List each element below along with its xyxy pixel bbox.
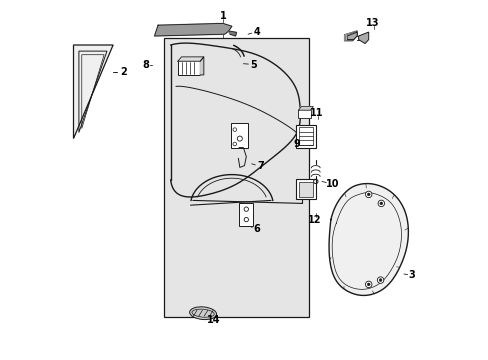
Text: 6: 6 (253, 224, 260, 234)
Text: 14: 14 (207, 315, 220, 325)
Text: 12: 12 (307, 215, 321, 225)
FancyBboxPatch shape (163, 38, 309, 317)
FancyBboxPatch shape (295, 125, 316, 148)
Polygon shape (298, 107, 313, 110)
Polygon shape (200, 57, 203, 75)
Text: 5: 5 (250, 60, 256, 70)
FancyBboxPatch shape (298, 110, 310, 118)
Circle shape (365, 281, 371, 288)
Text: 1: 1 (219, 11, 226, 21)
Circle shape (365, 191, 371, 198)
FancyBboxPatch shape (298, 182, 313, 197)
FancyBboxPatch shape (239, 203, 253, 226)
Text: 8: 8 (142, 60, 149, 70)
Text: 4: 4 (253, 27, 260, 37)
Text: 2: 2 (120, 67, 127, 77)
Text: 7: 7 (257, 161, 264, 171)
Polygon shape (358, 32, 368, 44)
Text: 3: 3 (407, 270, 414, 280)
Circle shape (377, 200, 384, 207)
Ellipse shape (189, 307, 216, 320)
Polygon shape (346, 32, 356, 40)
Circle shape (366, 283, 369, 286)
Polygon shape (228, 31, 236, 36)
Circle shape (366, 193, 369, 196)
Circle shape (379, 202, 382, 205)
Text: 11: 11 (309, 108, 323, 118)
Text: 13: 13 (365, 18, 378, 28)
Polygon shape (73, 45, 113, 139)
FancyBboxPatch shape (178, 61, 200, 75)
Polygon shape (328, 184, 407, 296)
Circle shape (377, 277, 383, 283)
Polygon shape (178, 57, 203, 61)
Text: 9: 9 (293, 139, 300, 149)
FancyBboxPatch shape (295, 179, 316, 199)
FancyBboxPatch shape (231, 123, 247, 148)
Circle shape (378, 279, 381, 282)
Polygon shape (154, 23, 231, 36)
Text: 10: 10 (325, 179, 339, 189)
